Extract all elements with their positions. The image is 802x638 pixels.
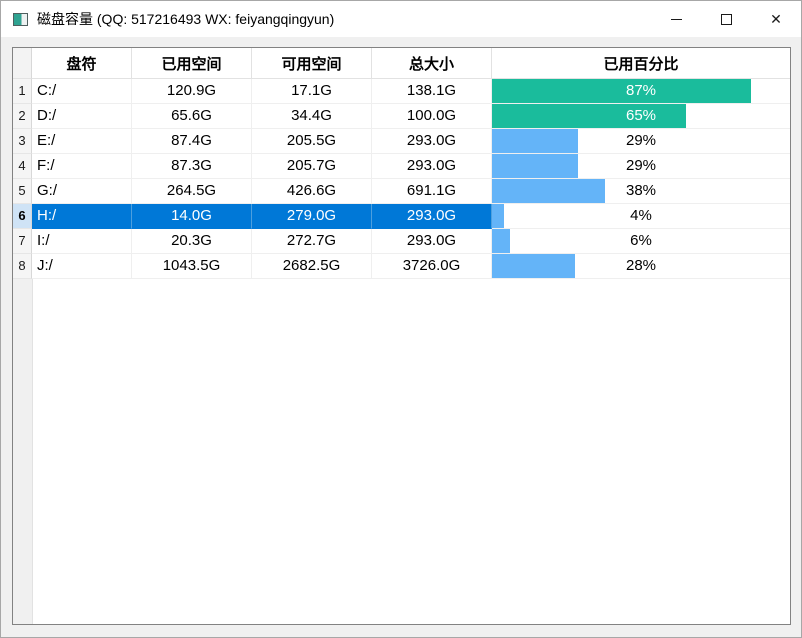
cell-used-percent[interactable]: 87%: [492, 79, 790, 104]
window-content: 盘符 已用空间 可用空间 总大小 已用百分比 1 C:/120.9G 17.1G 13…: [1, 37, 801, 637]
table-row[interactable]: 6 H:/14.0G 279.0G 293.0G 4%: [13, 204, 790, 229]
title-bar: 磁盘容量 (QQ: 517216493 WX: feiyangqingyun) …: [1, 1, 801, 37]
row-header[interactable]: 4: [13, 154, 32, 179]
minimize-button[interactable]: [651, 1, 701, 37]
app-icon: [13, 12, 28, 26]
cell-used-percent[interactable]: 29%: [492, 154, 790, 179]
table-row[interactable]: 5 G:/264.5G 426.6G 691.1G 38%: [13, 179, 790, 204]
row-header[interactable]: 1: [13, 79, 32, 104]
close-button[interactable]: ✕: [751, 1, 801, 37]
cell-free-space[interactable]: 2682.5G: [252, 254, 372, 279]
cell-used-percent[interactable]: 4%: [492, 204, 790, 229]
maximize-button[interactable]: [701, 1, 751, 37]
usage-bar: [492, 229, 510, 253]
usage-bar: [492, 254, 576, 278]
usage-percent-label: 29%: [625, 132, 657, 149]
column-header-free[interactable]: 可用空间: [252, 48, 372, 79]
table-row[interactable]: 3 E:/87.4G 205.5G 293.0G 29%: [13, 129, 790, 154]
table-row[interactable]: 8 J:/1043.5G 2682.5G 3726.0G 28%: [13, 254, 790, 279]
cell-free-space[interactable]: 426.6G: [252, 179, 372, 204]
column-header-total[interactable]: 总大小: [372, 48, 492, 79]
usage-percent-label: 38%: [625, 182, 657, 199]
cell-free-space[interactable]: 272.7G: [252, 229, 372, 254]
row-header[interactable]: 8: [13, 254, 32, 279]
cell-total-size[interactable]: 100.0G: [372, 104, 492, 129]
usage-percent-label: 4%: [630, 207, 652, 224]
close-icon: ✕: [770, 11, 782, 27]
cell-used-percent[interactable]: 65%: [492, 104, 790, 129]
usage-percent-label: 6%: [630, 232, 652, 249]
usage-bar: [492, 79, 752, 103]
cell-used-percent[interactable]: 38%: [492, 179, 790, 204]
cell-drive[interactable]: J:/: [32, 254, 132, 279]
row-header[interactable]: 3: [13, 129, 32, 154]
row-header-strip: [13, 279, 33, 624]
table-row[interactable]: 2 D:/65.6G 34.4G 100.0G 65%: [13, 104, 790, 129]
cell-total-size[interactable]: 293.0G: [372, 129, 492, 154]
cell-free-space[interactable]: 279.0G: [252, 204, 372, 229]
cell-used-space[interactable]: 20.3G: [132, 229, 252, 254]
cell-free-space[interactable]: 205.7G: [252, 154, 372, 179]
usage-bar: [492, 154, 579, 178]
cell-total-size[interactable]: 293.0G: [372, 204, 492, 229]
window-title: 磁盘容量 (QQ: 517216493 WX: feiyangqingyun): [37, 11, 335, 27]
cell-drive[interactable]: F:/: [32, 154, 132, 179]
row-header[interactable]: 7: [13, 229, 32, 254]
usage-bar: [492, 104, 686, 128]
cell-free-space[interactable]: 34.4G: [252, 104, 372, 129]
cell-free-space[interactable]: 205.5G: [252, 129, 372, 154]
cell-total-size[interactable]: 293.0G: [372, 229, 492, 254]
usage-percent-label: 29%: [625, 157, 657, 174]
cell-total-size[interactable]: 138.1G: [372, 79, 492, 104]
cell-used-percent[interactable]: 29%: [492, 129, 790, 154]
header-corner: [13, 48, 32, 79]
table-header: 盘符 已用空间 可用空间 总大小 已用百分比: [13, 48, 790, 79]
usage-bar: [492, 179, 606, 203]
row-header[interactable]: 5: [13, 179, 32, 204]
usage-percent-label: 65%: [625, 107, 657, 124]
cell-used-space[interactable]: 87.4G: [132, 129, 252, 154]
usage-percent-label: 28%: [625, 257, 657, 274]
row-header[interactable]: 6: [13, 204, 32, 229]
cell-used-space[interactable]: 1043.5G: [132, 254, 252, 279]
column-header-used[interactable]: 已用空间: [132, 48, 252, 79]
table-row[interactable]: 7 I:/20.3G 272.7G 293.0G 6%: [13, 229, 790, 254]
table-row[interactable]: 1 C:/120.9G 17.1G 138.1G 87%: [13, 79, 790, 104]
window-controls: ✕: [651, 1, 801, 37]
column-header-drive[interactable]: 盘符: [32, 48, 132, 79]
cell-drive[interactable]: D:/: [32, 104, 132, 129]
disk-table: 盘符 已用空间 可用空间 总大小 已用百分比 1 C:/120.9G 17.1G 13…: [12, 47, 791, 625]
cell-used-space[interactable]: 14.0G: [132, 204, 252, 229]
cell-drive[interactable]: H:/: [32, 204, 132, 229]
table-body: 1 C:/120.9G 17.1G 138.1G 87% 2 D:/65.6G 34.4G 10…: [13, 79, 790, 279]
usage-bar: [492, 129, 579, 153]
minimize-icon: [670, 18, 682, 20]
usage-bar: [492, 204, 504, 228]
cell-used-space[interactable]: 87.3G: [132, 154, 252, 179]
cell-used-space[interactable]: 264.5G: [132, 179, 252, 204]
cell-total-size[interactable]: 293.0G: [372, 154, 492, 179]
cell-drive[interactable]: E:/: [32, 129, 132, 154]
cell-used-space[interactable]: 65.6G: [132, 104, 252, 129]
column-header-percent[interactable]: 已用百分比: [492, 48, 790, 79]
cell-drive[interactable]: C:/: [32, 79, 132, 104]
cell-total-size[interactable]: 691.1G: [372, 179, 492, 204]
cell-free-space[interactable]: 17.1G: [252, 79, 372, 104]
cell-total-size[interactable]: 3726.0G: [372, 254, 492, 279]
maximize-icon: [720, 13, 732, 25]
cell-used-percent[interactable]: 6%: [492, 229, 790, 254]
cell-drive[interactable]: I:/: [32, 229, 132, 254]
row-header[interactable]: 2: [13, 104, 32, 129]
cell-used-percent[interactable]: 28%: [492, 254, 790, 279]
cell-drive[interactable]: G:/: [32, 179, 132, 204]
cell-used-space[interactable]: 120.9G: [132, 79, 252, 104]
table-row[interactable]: 4 F:/87.3G 205.7G 293.0G 29%: [13, 154, 790, 179]
usage-percent-label: 87%: [625, 82, 657, 99]
